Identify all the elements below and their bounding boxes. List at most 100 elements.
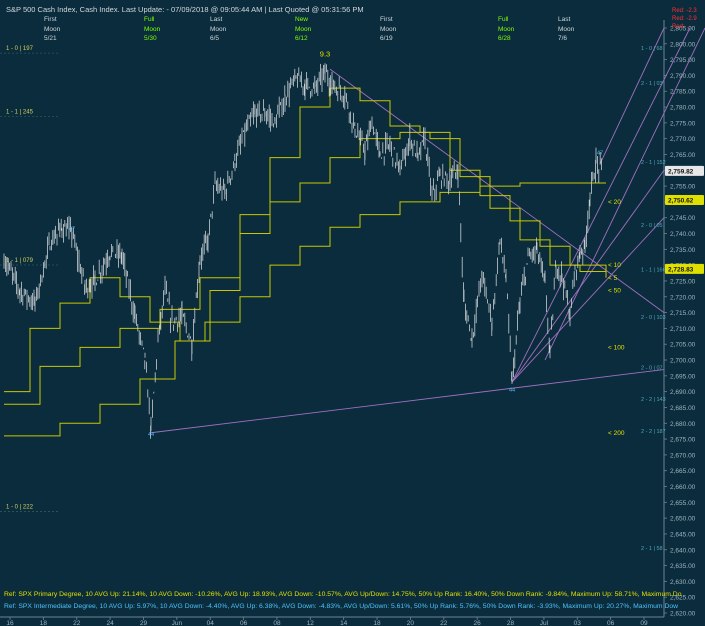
moon-phase-label: Full xyxy=(498,16,509,23)
degree-label-left: 1 - 1 | 245 xyxy=(6,109,34,115)
moon-phase-label: First xyxy=(44,16,57,23)
x-tick-label: 18 xyxy=(40,620,48,626)
price-tag-box xyxy=(665,263,704,274)
y-tick-label: 2,800.00 xyxy=(670,41,696,48)
top-right-label: Red: ... xyxy=(672,24,692,30)
moon-phase-date: 6/12 xyxy=(295,35,308,42)
y-tick-label: 2,720.00 xyxy=(670,294,696,301)
ma-label: < 10 xyxy=(608,262,621,269)
y-tick-label: 2,680.00 xyxy=(670,421,696,428)
x-tick-label: 03 xyxy=(574,620,582,626)
wave-annotation: 47 xyxy=(597,150,603,156)
moon-phase-date: 7/6 xyxy=(558,35,567,42)
price-tag-box xyxy=(665,165,704,176)
y-tick-label: 2,735.00 xyxy=(670,247,696,254)
moon-phase-label: Moon xyxy=(144,26,161,33)
trendline-support xyxy=(150,369,665,434)
degree-label-right: 2 - 2 | 187 xyxy=(641,429,666,435)
y-tick-label: 2,645.00 xyxy=(670,531,696,538)
ma-label: < 200 xyxy=(608,430,625,437)
degree-label-left: 1 - 0 | 197 xyxy=(6,46,34,52)
trendline-resistance xyxy=(329,68,665,313)
wave-annotation: 47 xyxy=(69,226,75,232)
degree-label-left: 1 - 0 | 222 xyxy=(6,505,34,511)
moon-phase-label: Last xyxy=(210,16,222,23)
y-tick-label: 2,755.00 xyxy=(670,184,696,191)
moon-phase-label: New xyxy=(295,16,308,23)
x-tick-label: 22 xyxy=(440,620,448,626)
x-tick-label: 16 xyxy=(6,620,14,626)
x-tick-label: 26 xyxy=(474,620,482,626)
footer-stats-line: Ref: SPX Intermediate Degree, 10 AVG Up:… xyxy=(4,603,678,610)
y-tick-label: 2,685.00 xyxy=(670,405,696,412)
ma-label: < 100 xyxy=(608,344,625,351)
y-tick-label: 2,710.00 xyxy=(670,326,696,333)
degree-label-right: 2 - 1 | 03 xyxy=(641,81,663,87)
y-tick-label: 2,745.00 xyxy=(670,215,696,222)
y-tick-label: 2,700.00 xyxy=(670,358,696,365)
chart-title: S&P 500 Cash Index, Cash Index. Last Upd… xyxy=(6,5,364,14)
moon-phase-label: Moon xyxy=(210,26,227,33)
degree-label-right: 2 - 1 | 58 xyxy=(641,546,663,552)
y-tick-label: 2,780.00 xyxy=(670,105,696,112)
price-tag-label: 2,728.83 xyxy=(668,266,694,273)
y-tick-label: 2,705.00 xyxy=(670,342,696,349)
x-tick-label: 28 xyxy=(507,620,515,626)
moon-phase-date: 5/21 xyxy=(44,35,57,42)
moon-phase-label: Moon xyxy=(44,26,61,33)
x-tick-label: 06 xyxy=(240,620,248,626)
footer-stats-line: Ref: SPX Primary Degree, 10 AVG Up: 21.1… xyxy=(4,591,682,598)
y-tick-label: 2,765.00 xyxy=(670,152,696,159)
moon-phase-date: 5/30 xyxy=(144,35,157,42)
degree-label-left: 1 - 1 | 079 xyxy=(6,258,34,264)
degree-label-right: 2 - 2 | 143 xyxy=(641,397,666,403)
degree-label-right: 2 - 0 | 05 xyxy=(641,223,663,229)
degree-label-right: 2 - 0 | 103 xyxy=(641,315,666,321)
degree-label-right: 1 - 1 | 166 xyxy=(641,267,666,273)
price-tag-box xyxy=(665,194,704,205)
top-right-label: Red: -2.9 xyxy=(672,16,697,22)
y-tick-label: 2,655.00 xyxy=(670,500,696,507)
x-tick-label: 18 xyxy=(373,620,381,626)
x-tick-label: 22 xyxy=(73,620,81,626)
y-tick-label: 2,665.00 xyxy=(670,468,696,475)
price-tag-label: 2,759.82 xyxy=(668,168,694,175)
y-tick-label: 2,690.00 xyxy=(670,389,696,396)
x-tick-label: 12 xyxy=(307,620,315,626)
x-tick-label: 09 xyxy=(640,620,648,626)
y-tick-label: 2,625.00 xyxy=(670,595,696,602)
trendline-fan-2 xyxy=(511,170,665,383)
y-tick-label: 2,770.00 xyxy=(670,136,696,143)
wave-annotation: 44 xyxy=(148,432,154,438)
moon-phase-label: Last xyxy=(558,16,570,23)
x-tick-label: 20 xyxy=(407,620,415,626)
moon-phase-label: Full xyxy=(144,16,155,23)
y-tick-label: 2,795.00 xyxy=(670,57,696,64)
price-bars xyxy=(3,63,602,439)
x-tick-label: 08 xyxy=(273,620,281,626)
x-tick-label: Jun xyxy=(172,620,183,626)
wave-annotation: 44 xyxy=(509,388,515,394)
x-tick-label: 29 xyxy=(140,620,148,626)
moon-phase-label: Moon xyxy=(498,26,515,33)
ma-50-line xyxy=(4,87,607,393)
y-tick-label: 2,715.00 xyxy=(670,310,696,317)
ma-label: < 50 xyxy=(608,287,621,294)
moon-phase-label: Moon xyxy=(380,26,397,33)
degree-label-right: 1 - 0 | 68 xyxy=(641,46,663,52)
top-right-label: Red: -2.3 xyxy=(672,8,697,14)
y-tick-label: 2,635.00 xyxy=(670,563,696,570)
price-tag-label: 2,750.62 xyxy=(668,197,694,204)
y-tick-label: 2,695.00 xyxy=(670,373,696,380)
y-tick-label: 2,660.00 xyxy=(670,484,696,491)
y-tick-label: 2,620.00 xyxy=(670,611,696,618)
moon-phase-date: 6/28 xyxy=(498,35,511,42)
x-tick-label: Jul xyxy=(540,620,549,626)
y-tick-label: 2,805.00 xyxy=(670,26,696,33)
x-tick-label: 14 xyxy=(340,620,348,626)
y-tick-label: 2,640.00 xyxy=(670,547,696,554)
y-tick-label: 2,785.00 xyxy=(670,89,696,96)
y-tick-label: 2,740.00 xyxy=(670,231,696,238)
